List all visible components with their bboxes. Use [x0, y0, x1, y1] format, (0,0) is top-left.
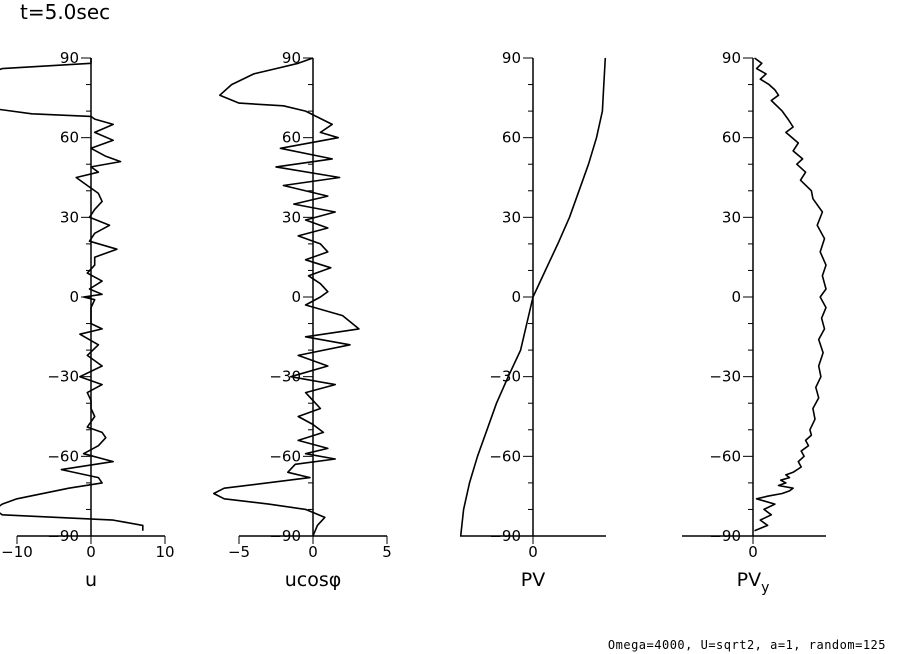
x-tick-label: 0 [86, 543, 96, 561]
y-tick-label: 60 [60, 129, 79, 147]
y-tick-label: 60 [502, 129, 521, 147]
x-tick-label: 0 [308, 543, 318, 561]
x-tick-label: 0 [748, 543, 758, 561]
y-tick-label: −90 [489, 527, 521, 545]
y-tick-label: 90 [502, 49, 521, 67]
series-line-ucos [213, 57, 360, 537]
y-tick-label: 30 [60, 208, 79, 226]
x-axis-label: PVy [737, 569, 770, 596]
y-tick-label: 0 [511, 288, 521, 306]
x-axis-label-subscript: y [761, 580, 769, 596]
y-tick-label: −30 [489, 368, 521, 386]
y-tick-label: 60 [722, 129, 741, 147]
y-tick-label: −60 [269, 447, 301, 465]
page-title: t=5.0sec [20, 0, 111, 24]
x-axis-label: PV [521, 569, 545, 591]
y-tick-label: 30 [282, 208, 301, 226]
series-line-pvy [754, 57, 827, 532]
x-tick-label: −5 [228, 543, 250, 561]
y-tick-label: 0 [69, 288, 79, 306]
y-tick-label: −90 [47, 527, 79, 545]
y-tick-label: −90 [269, 527, 301, 545]
series-line-u [0, 58, 144, 531]
y-tick-label: −60 [489, 447, 521, 465]
y-tick-label: −30 [47, 368, 79, 386]
y-tick-label: 90 [60, 49, 79, 67]
y-tick-label: −30 [709, 368, 741, 386]
y-tick-label: 90 [722, 49, 741, 67]
y-tick-label: −90 [709, 527, 741, 545]
y-tick-label: −60 [47, 447, 79, 465]
parameters-footer: Omega=4000, U=sqrt2, a=1, random=125 [607, 638, 886, 652]
series-line-pv [459, 57, 607, 537]
y-tick-label: −60 [709, 447, 741, 465]
x-axis-label: u [85, 569, 97, 591]
y-tick-label: 30 [502, 208, 521, 226]
y-tick-label: −30 [269, 368, 301, 386]
x-tick-label: 0 [528, 543, 538, 561]
y-tick-label: 90 [282, 49, 301, 67]
x-tick-label: 5 [382, 543, 392, 561]
y-tick-label: 60 [282, 129, 301, 147]
x-tick-label: 10 [155, 543, 174, 561]
y-tick-label: 0 [291, 288, 301, 306]
y-tick-label: 0 [731, 288, 741, 306]
y-tick-label: 30 [722, 208, 741, 226]
x-axis-label: ucosφ [285, 569, 342, 591]
x-tick-label: −10 [1, 543, 33, 561]
